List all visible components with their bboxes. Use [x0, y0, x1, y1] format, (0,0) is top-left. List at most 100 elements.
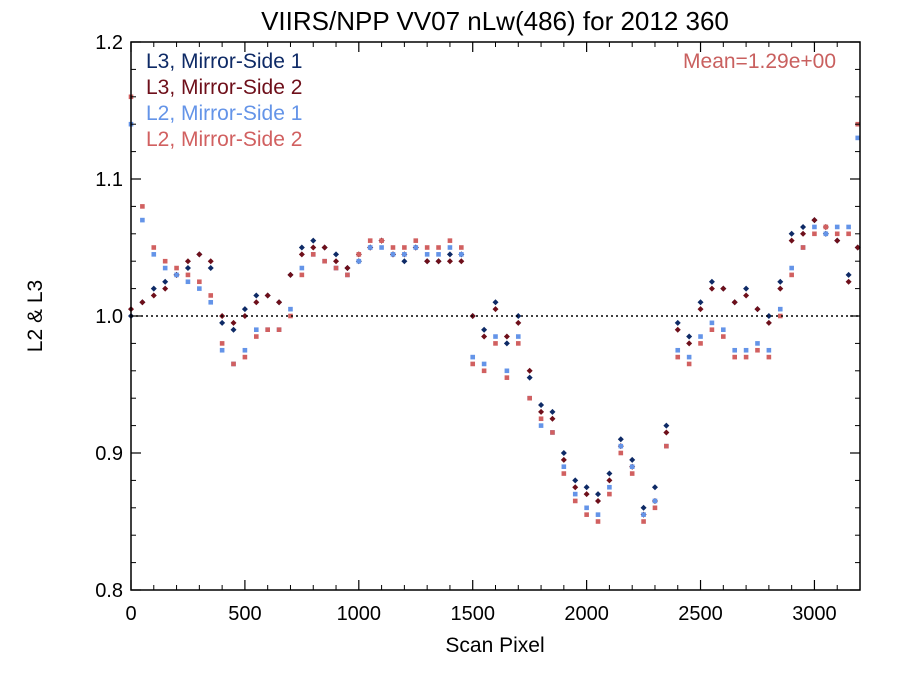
data-point [231, 361, 236, 367]
series-4 [128, 94, 861, 524]
data-point [652, 505, 658, 511]
data-point [242, 347, 248, 353]
data-point [493, 341, 498, 346]
data-point [834, 237, 841, 244]
data-point [663, 422, 670, 429]
data-point [777, 278, 784, 285]
data-point [367, 238, 373, 243]
data-point [572, 498, 578, 504]
data-point [550, 430, 555, 435]
data-point [855, 135, 861, 141]
data-point [299, 272, 305, 278]
data-point [402, 245, 407, 250]
data-point [288, 313, 293, 319]
data-point [265, 327, 270, 332]
data-point [207, 265, 214, 272]
data-point [298, 244, 305, 251]
data-point [276, 327, 282, 332]
data-point [743, 354, 749, 360]
data-point [515, 313, 522, 319]
data-point [356, 252, 362, 257]
data-point [276, 299, 283, 306]
data-point [230, 326, 237, 333]
data-point [288, 306, 293, 312]
data-point [664, 443, 669, 449]
data-point [140, 204, 145, 209]
legend-entry: L2, Mirror-Side 1 [146, 102, 302, 125]
data-point [708, 285, 715, 292]
data-point [765, 319, 772, 326]
series-1 [128, 217, 861, 511]
x-axis: 0 500 1000 1500 2000 2500 3000 [125, 42, 838, 625]
data-point [197, 279, 202, 285]
data-point [595, 512, 601, 517]
y-tick-label: 1.2 [95, 32, 123, 54]
data-point [618, 443, 624, 449]
data-point [413, 238, 419, 243]
data-point [766, 347, 772, 353]
data-point [458, 258, 465, 265]
data-point [264, 292, 271, 299]
data-point [253, 327, 259, 332]
data-point [527, 395, 532, 401]
x-tick-label: 2000 [564, 603, 609, 625]
data-point [401, 258, 408, 265]
data-point [595, 491, 602, 498]
data-point [151, 252, 157, 257]
data-point [492, 299, 499, 306]
data-point [606, 477, 613, 484]
data-point [651, 484, 658, 491]
data-point [481, 368, 487, 374]
data-point [184, 258, 191, 265]
data-point [253, 299, 260, 306]
data-point [503, 340, 510, 347]
data-point [686, 361, 692, 367]
data-point [356, 258, 362, 264]
data-point [162, 278, 169, 285]
data-point [765, 313, 772, 319]
data-point [321, 244, 328, 251]
data-point [344, 265, 351, 272]
data-point [812, 224, 817, 230]
data-point [197, 286, 202, 291]
data-point [721, 334, 726, 339]
data-point [606, 470, 613, 477]
data-point [698, 334, 703, 339]
data-point [219, 341, 225, 346]
data-point [208, 293, 214, 298]
data-point [845, 271, 852, 278]
data-point [504, 368, 510, 374]
data-point [789, 272, 794, 278]
data-point [459, 245, 464, 250]
data-point [241, 313, 248, 319]
data-point [709, 320, 715, 326]
data-point [561, 464, 567, 469]
data-point [686, 340, 693, 347]
data-point [298, 251, 305, 258]
data-point [424, 258, 431, 265]
data-point [708, 278, 715, 285]
legend-entry: L2, Mirror-Side 2 [146, 128, 302, 151]
data-point [435, 258, 442, 265]
data-point [721, 327, 726, 332]
data-point [732, 347, 738, 353]
data-point [777, 313, 783, 319]
x-tick-label: 3000 [792, 603, 837, 625]
data-point [732, 354, 738, 360]
data-point [629, 471, 635, 476]
data-point [446, 258, 453, 265]
data-point [481, 333, 488, 340]
data-point [424, 252, 430, 257]
data-point [538, 408, 545, 415]
y-tick-label: 0.8 [95, 580, 123, 602]
data-point [754, 306, 761, 313]
data-point [413, 245, 419, 250]
data-point [583, 491, 590, 498]
data-point [675, 354, 681, 360]
data-point [777, 285, 784, 292]
data-point [595, 519, 601, 524]
data-point [697, 306, 704, 313]
data-point [800, 245, 806, 250]
data-point [629, 464, 635, 469]
